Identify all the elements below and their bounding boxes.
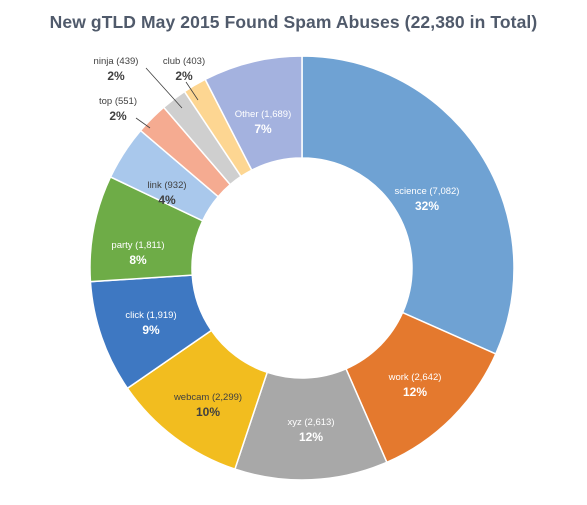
slice-percent-link: 4% <box>158 193 176 207</box>
slice-label-ninja: ninja (439) <box>94 56 139 67</box>
slice-label-webcam: webcam (2,299) <box>173 392 242 403</box>
slice-percent-party: 8% <box>129 253 147 267</box>
leader-lines-group <box>135 67 199 129</box>
slice-label-club: club (403) <box>163 56 205 67</box>
slice-percent-work: 12% <box>403 385 427 399</box>
slice-percent-top: 2% <box>109 109 127 123</box>
leader-line-club <box>185 81 199 101</box>
slice-label-science: science (7,082) <box>395 186 460 197</box>
slice-percent-click: 9% <box>142 323 160 337</box>
slice-label-party: party (1,811) <box>111 240 164 251</box>
slice-percent-ninja: 2% <box>107 69 125 83</box>
leader-line-top <box>135 117 151 129</box>
slice-percent-other: 7% <box>254 122 272 136</box>
leader-line-ninja <box>145 67 183 109</box>
slice-percent-club: 2% <box>175 69 193 83</box>
labels-group: science (7,082) 32% work (2,642) 12% xyz (2,… <box>94 56 460 444</box>
slice-label-click: click (1,919) <box>125 310 176 321</box>
slice-percent-xyz: 12% <box>299 430 323 444</box>
slice-label-other: Other (1,689) <box>235 109 292 120</box>
slice-percent-science: 32% <box>415 199 439 213</box>
slice-label-link: link (932) <box>147 180 186 191</box>
slice-other <box>204 55 303 172</box>
slice-percent-webcam: 10% <box>196 405 220 419</box>
slice-label-top: top (551) <box>99 96 137 107</box>
slice-label-work: work (2,642) <box>388 372 442 383</box>
slices-group <box>89 55 515 481</box>
slice-science <box>301 55 515 355</box>
chart-title: New gTLD May 2015 Found Spam Abuses (22,… <box>49 12 538 32</box>
slice-label-xyz: xyz (2,613) <box>288 417 335 428</box>
